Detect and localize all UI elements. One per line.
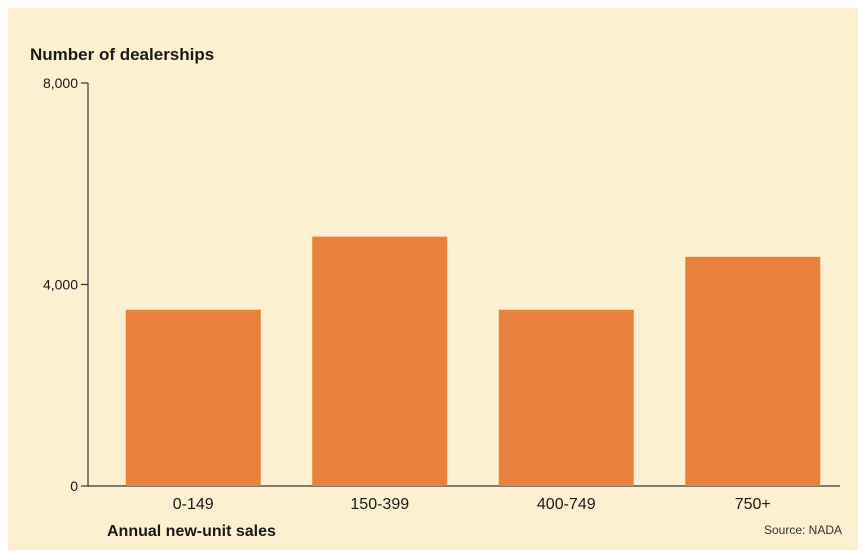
y-axis-ticks: 0 4,000 8,000 [43,75,88,494]
bars [125,236,821,486]
chart-title: Number of dealerships [30,45,214,64]
x-tick-label: 150-399 [350,496,409,513]
x-tick-label: 400-749 [537,496,596,513]
x-tick-label: 0-149 [173,496,214,513]
x-axis-title: Annual new-unit sales [107,523,276,540]
bar-400-749 [498,309,634,486]
source-note: Source: NADA [764,523,842,537]
bar-0-149 [125,309,261,486]
x-tick-label: 750+ [735,496,771,513]
y-tick-label: 0 [70,478,78,494]
bar-150-399 [312,236,448,486]
y-tick-label: 4,000 [43,277,78,293]
y-tick-label: 8,000 [43,75,78,91]
bar-750+ [685,256,821,486]
x-axis-tick-labels: 0-149 150-399 400-749 750+ [173,496,771,513]
